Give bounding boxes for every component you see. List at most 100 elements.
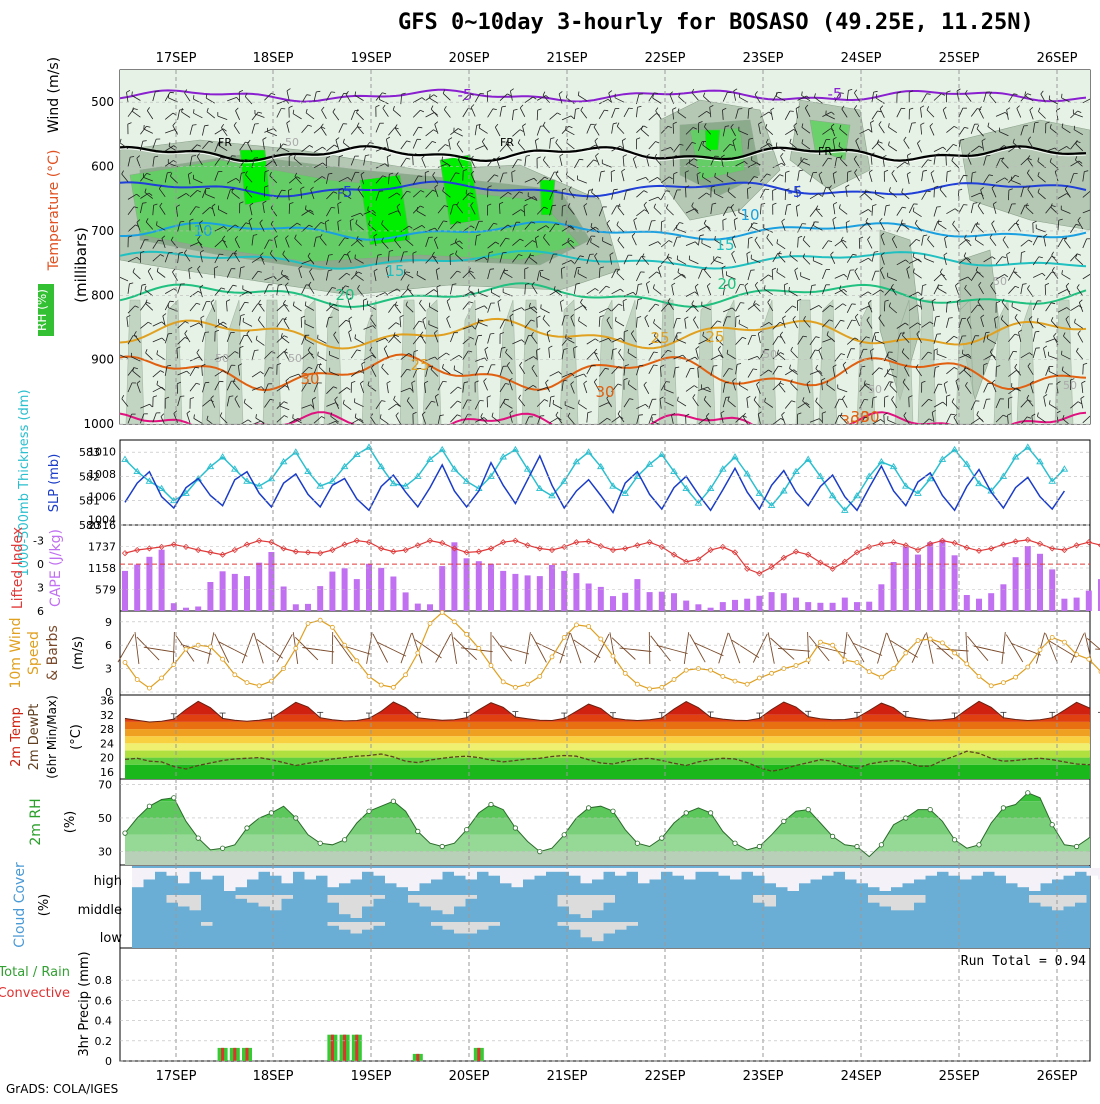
temp2m-tick: 32 — [100, 709, 114, 722]
contour-label: 30 — [595, 383, 614, 401]
wind10-point — [513, 685, 517, 689]
credit-label: GrADS: COLA/IGES — [6, 1082, 118, 1096]
label-cape: CAPE (J/kg) — [48, 529, 64, 607]
cape-bar — [525, 575, 531, 611]
cloud-cell-low — [431, 922, 443, 926]
cape-bar — [781, 593, 787, 611]
wind10-barb — [492, 636, 503, 650]
wind-barb-flag — [1092, 98, 1095, 101]
wind10-barb — [174, 632, 175, 650]
cloud-cell-middle — [581, 895, 593, 918]
contour-label: -5 — [338, 183, 353, 201]
rh2m-point — [782, 819, 786, 823]
cloud-cell-low — [443, 922, 455, 930]
wind-barb-flag — [180, 221, 184, 222]
wind10-barb-tail — [137, 650, 139, 664]
cloud-cell-low — [201, 922, 213, 926]
cloud-cell-high — [512, 868, 524, 887]
label-rh: RH (%) — [35, 289, 49, 331]
cape-bar — [207, 582, 213, 611]
wind10-barb — [967, 636, 979, 650]
cloud-cell-middle — [592, 895, 604, 910]
wind10-point — [233, 673, 237, 677]
temp-band — [120, 736, 1090, 743]
wind10-point — [623, 671, 627, 675]
temp-band — [120, 743, 1090, 750]
date-bottom-19sep: 19SEP — [351, 1069, 392, 1084]
wind10-barb — [373, 634, 381, 650]
rh2m-point — [952, 838, 956, 842]
cape-bar — [756, 596, 762, 611]
wind-barb-flag — [331, 92, 335, 93]
cape-bar — [146, 557, 152, 611]
rh2m-tick: 50 — [98, 812, 112, 825]
wind10-point — [587, 625, 591, 629]
wind-barb-flag — [677, 256, 678, 260]
cape-bar — [305, 604, 311, 611]
cape-bar — [293, 604, 299, 611]
cape-bar — [512, 574, 518, 611]
label-2m-temp: 2m Temp — [9, 707, 24, 767]
cloud-cell-middle — [1064, 895, 1076, 907]
wind10-barb — [1077, 634, 1084, 650]
rh2m-point — [513, 826, 517, 830]
cloud-cell-high — [282, 868, 294, 883]
wind10-point — [928, 637, 932, 641]
wind10-barb — [778, 648, 796, 650]
wind10-barb — [284, 634, 293, 650]
wind-barb-flag — [293, 414, 294, 418]
wind10-point — [404, 673, 408, 677]
date-top-22sep: 22SEP — [645, 51, 686, 66]
cloud-cell-middle — [454, 895, 466, 907]
precip-panel — [218, 1035, 484, 1061]
date-bottom-20sep: 20SEP — [449, 1069, 490, 1084]
cloud-cell-high — [937, 868, 949, 872]
cloud-cell-high — [466, 868, 478, 880]
rh2m-point — [123, 831, 127, 835]
rh2m-point — [147, 804, 151, 808]
date-top-17sep: 17SEP — [156, 51, 197, 66]
wind10-point — [245, 681, 249, 685]
wind-barb-flag — [553, 400, 554, 404]
cape-bar — [598, 587, 604, 611]
rh2m-point — [196, 836, 200, 840]
cape-tick: 1158 — [88, 562, 116, 575]
lifted-tick: 0 — [37, 558, 44, 571]
wind10-point — [843, 658, 847, 662]
cloud-cell-high — [351, 868, 363, 880]
wind10-barb-tail — [277, 650, 284, 662]
wind-barb-flag — [765, 189, 769, 190]
rh2m-point — [708, 811, 712, 815]
wind10-point — [391, 685, 395, 689]
cloud-cell-high — [224, 868, 236, 891]
date-top-18sep: 18SEP — [253, 51, 294, 66]
wind10-point — [977, 674, 981, 678]
rh2m-point — [172, 796, 176, 800]
wind10-barb-tail — [576, 650, 581, 663]
cape-bar — [976, 599, 982, 611]
date-top-26sep: 26SEP — [1037, 51, 1078, 66]
contour-label: 50 — [288, 352, 302, 365]
wind10-barb — [845, 632, 847, 650]
contour-label: 25 — [410, 356, 429, 374]
wind-barb — [934, 187, 935, 197]
wind10-barb-tail — [753, 650, 759, 663]
cloud-cell-high — [569, 868, 581, 876]
cape-bar — [878, 584, 884, 611]
wind10-barb — [442, 634, 451, 650]
wind-barb-flag — [1062, 94, 1063, 98]
cloud-cell-high — [822, 868, 834, 876]
wind10-barb — [723, 633, 728, 650]
cloud-cell-high — [213, 868, 225, 876]
rh-bands — [120, 781, 1090, 865]
wind10-point — [172, 663, 176, 667]
cloud-cell-low — [569, 922, 581, 930]
thickness-point — [122, 456, 128, 461]
wind-barb-flag — [480, 93, 484, 94]
label-speed: Speed — [26, 631, 42, 675]
wind-barb-flag — [355, 255, 356, 259]
wind10-barb — [452, 632, 455, 650]
label-minmax: (6hr Min/Max) — [45, 695, 59, 779]
cape-tick: 2316 — [88, 519, 116, 532]
